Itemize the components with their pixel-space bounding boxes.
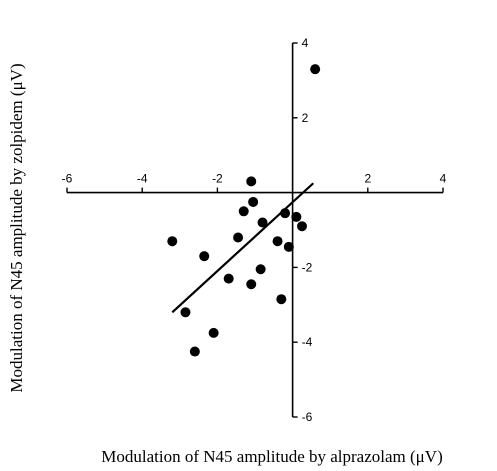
y-tick-label: 2 (302, 111, 309, 125)
data-point (246, 176, 257, 187)
x-tick-label: -4 (137, 172, 148, 186)
x-axis-title: Modulation of N45 amplitude by alprazola… (101, 447, 442, 466)
y-tick-label: -6 (302, 410, 313, 424)
data-point (238, 206, 249, 217)
data-point (199, 251, 210, 262)
data-point (297, 221, 307, 232)
x-tick-label: -2 (212, 172, 223, 186)
tick-marks (66, 42, 444, 418)
data-point (248, 196, 259, 207)
regression-line (171, 182, 315, 314)
axes (67, 43, 443, 417)
data-point (189, 346, 200, 357)
x-tick-label: 4 (440, 172, 447, 186)
data-point (310, 64, 321, 75)
data-points (167, 64, 321, 357)
y-tick-label: -4 (302, 335, 313, 349)
data-point (280, 208, 291, 219)
data-point (233, 232, 244, 243)
y-tick-label: -2 (302, 260, 313, 274)
data-point (272, 236, 283, 247)
data-point (257, 217, 268, 228)
data-point (291, 211, 302, 222)
data-point (167, 236, 178, 247)
data-point (283, 241, 294, 252)
x-tick-label: 2 (364, 172, 371, 186)
data-point (223, 273, 234, 284)
x-tick-label: -6 (62, 172, 73, 186)
y-tick-label: 4 (302, 36, 309, 50)
data-point (208, 327, 219, 338)
data-point (255, 264, 266, 275)
data-point (180, 307, 191, 318)
data-point (246, 279, 257, 290)
y-axis-title: Modulation of N45 amplitude by zolpidem … (7, 63, 26, 392)
data-point (276, 294, 287, 305)
tick-labels: -6 -4 -2 2 4 4 2 -2 -4 -6 (62, 36, 447, 424)
regression-line-group (171, 182, 315, 314)
